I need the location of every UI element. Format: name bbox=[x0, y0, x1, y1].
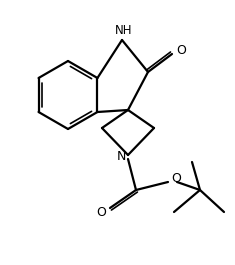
Text: N: N bbox=[116, 149, 126, 162]
Text: O: O bbox=[171, 173, 181, 186]
Text: O: O bbox=[176, 45, 186, 58]
Text: O: O bbox=[96, 206, 106, 219]
Text: NH: NH bbox=[115, 24, 133, 37]
